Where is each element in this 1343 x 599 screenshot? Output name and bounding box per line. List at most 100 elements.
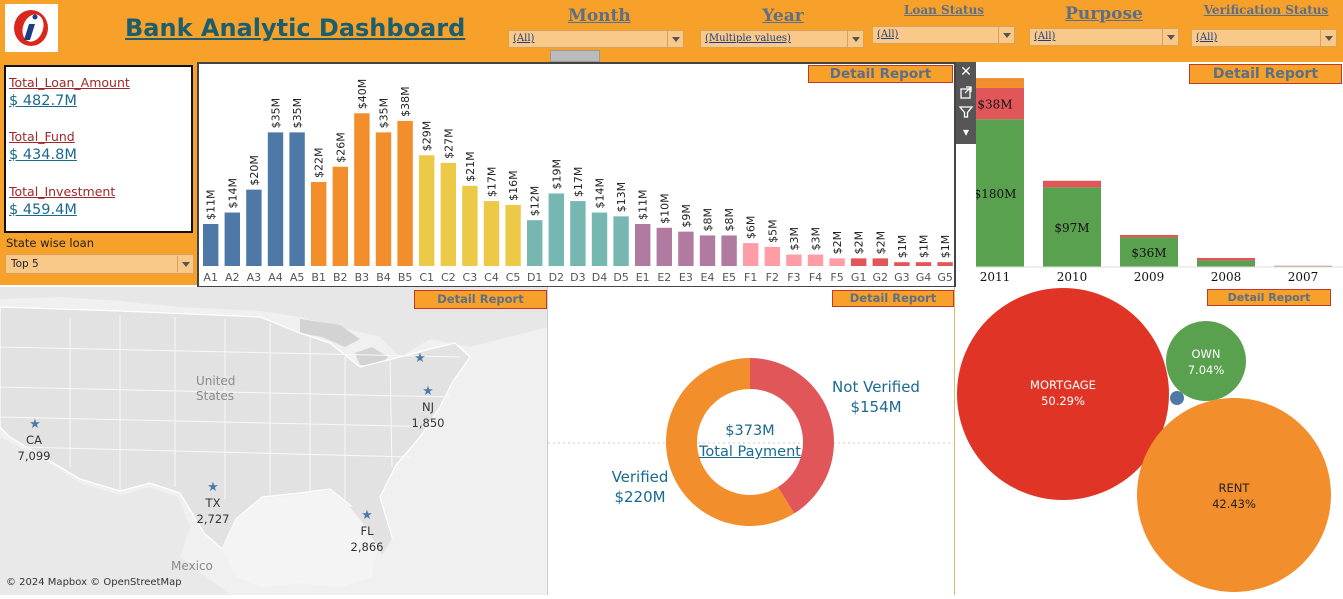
donut-not-verified-name: Not Verified [816,378,936,396]
us-map[interactable] [0,287,548,595]
map-star-icon[interactable]: ★ [359,508,375,523]
x-tick-label: F1 [744,271,757,284]
filter-year-select[interactable]: (Multiple values) [700,30,864,48]
chevron-down-icon [667,31,683,47]
bar-value-label: $21M [464,151,477,182]
bar-D5[interactable] [613,216,628,266]
year-bar-2009-seg1[interactable] [1120,235,1178,237]
map-star-icon[interactable]: ★ [412,351,428,366]
donut-not-verified-value: $154M [816,398,936,416]
bar-C2[interactable] [441,163,456,266]
bar-C5[interactable] [505,205,520,266]
year-bar-2008-seg0[interactable] [1197,260,1255,267]
bar-C3[interactable] [462,186,477,266]
bar-F2[interactable] [765,247,780,266]
year-bar-value-label: $180M [976,187,1016,201]
bubble-own-pct: 7.04% [1171,363,1241,377]
year-bar-value-label: $38M [977,98,1012,112]
x-tick-label: B5 [398,271,413,284]
detail-report-button[interactable]: Detail Report [832,290,954,307]
bar-G2[interactable] [873,258,888,266]
map-star-icon[interactable]: ★ [205,480,221,495]
bar-C4[interactable] [484,201,499,266]
menu-dropdown-icon[interactable]: ▾ [956,122,976,142]
kpi-label-total-loan-amount: Total_Loan_Amount [9,75,130,90]
chevron-down-icon [998,27,1014,43]
bar-value-label: $22M [313,148,326,179]
detail-report-button[interactable]: Detail Report [808,65,953,83]
bar-value-label: $10M [658,193,671,224]
filter-icon[interactable] [956,102,976,122]
bar-D4[interactable] [592,213,607,266]
bubble-own[interactable] [1166,321,1246,401]
detail-report-button[interactable]: Detail Report [414,290,547,309]
kpi-box: Total_Loan_Amount $ 482.7M Total_Fund $ … [4,65,193,233]
bar-E1[interactable] [635,224,650,266]
bar-D2[interactable] [549,193,564,266]
bar-F5[interactable] [829,258,844,266]
year-tick-label: 2010 [1057,270,1088,284]
map-star-icon[interactable]: ★ [420,384,436,399]
bar-A1[interactable] [203,224,218,266]
bar-E5[interactable] [721,235,736,266]
bar-G5[interactable] [937,262,952,266]
bar-value-label: $20M [248,155,261,186]
bar-A3[interactable] [246,190,261,266]
map-mexico-label: Mexico [171,559,213,573]
bar-D1[interactable] [527,220,542,266]
bar-F1[interactable] [743,243,758,266]
year-bar-2010-seg1[interactable] [1043,181,1101,188]
x-tick-label: A3 [247,271,262,284]
bar-value-label: $29M [421,121,434,152]
x-tick-label: E2 [657,271,671,284]
bar-D3[interactable] [570,201,585,266]
bar-F3[interactable] [786,255,801,266]
bar-A5[interactable] [289,132,304,266]
bar-B2[interactable] [333,167,348,266]
bar-E4[interactable] [700,235,715,266]
kpi-value-total-loan-amount: $ 482.7M [9,93,77,109]
bar-B4[interactable] [376,132,391,266]
filter-purpose-select[interactable]: (All) [1029,28,1179,46]
filter-purpose-value: (All) [1034,31,1055,42]
state-filter-select[interactable]: Top 5 [5,254,194,274]
bar-G3[interactable] [894,262,909,266]
bar-A2[interactable] [225,213,240,266]
bar-E3[interactable] [678,232,693,266]
bar-F4[interactable] [808,255,823,266]
x-tick-label: G2 [873,271,889,284]
bubble-rent[interactable] [1137,398,1331,592]
drag-handle[interactable] [550,50,600,62]
year-bar-2011-seg2[interactable] [976,78,1024,88]
year-bar-2008-seg1[interactable] [1197,258,1255,260]
detail-report-button[interactable]: Detail Report [1189,64,1342,84]
bar-E2[interactable] [657,228,672,266]
detail-report-button[interactable]: Detail Report [1207,289,1331,306]
bubble-rent-pct: 42.43% [1194,497,1274,511]
filter-month-value: (All) [513,33,534,44]
filter-month-select[interactable]: (All) [508,30,684,48]
map-star-icon[interactable]: ★ [27,417,43,432]
bar-G1[interactable] [851,258,866,266]
filter-verification-select[interactable]: (All) [1191,29,1337,47]
filter-loan-status-select[interactable]: (All) [872,26,1015,44]
bar-value-label: $1M [939,235,952,259]
popout-icon[interactable] [956,82,976,102]
bar-G4[interactable] [916,262,931,266]
bar-A4[interactable] [268,132,283,266]
state-filter-value: Top 5 [11,258,39,270]
x-tick-label: G3 [894,271,910,284]
bar-B3[interactable] [354,113,369,266]
year-tick-label: 2008 [1211,270,1242,284]
bubble-other[interactable] [1170,391,1184,405]
bar-B1[interactable] [311,182,326,266]
x-tick-label: A4 [268,271,283,284]
x-tick-label: F5 [830,271,843,284]
bar-value-label: $14M [226,178,239,209]
bar-C1[interactable] [419,155,434,266]
bar-B5[interactable] [397,121,412,266]
bubble-rent-name: RENT [1194,481,1274,495]
filter-loan-status-label: Loan Status [900,3,988,17]
close-icon[interactable]: ✕ [956,62,976,82]
